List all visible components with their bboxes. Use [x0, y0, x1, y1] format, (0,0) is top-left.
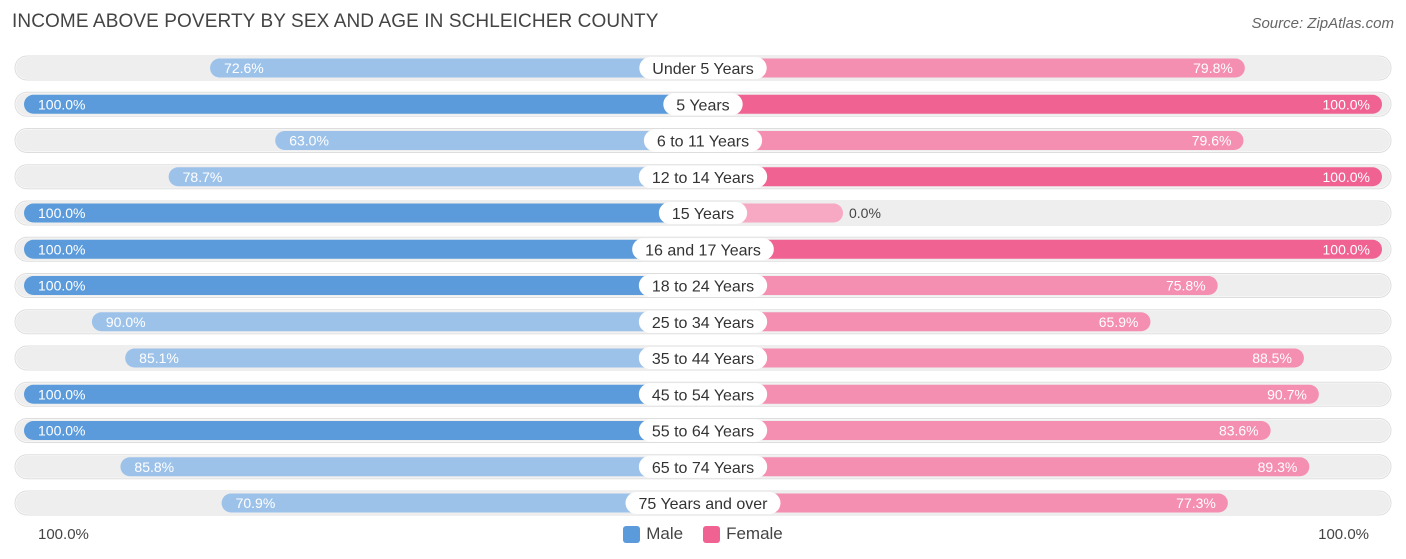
female-bar	[703, 276, 1218, 295]
category-pill	[639, 57, 767, 79]
category-pill	[643, 129, 763, 152]
male-value-label: 100.0%	[38, 423, 85, 439]
category-label: 5 Years	[676, 97, 729, 114]
category-label: 6 to 11 Years	[657, 134, 749, 151]
male-value-label: 70.9%	[236, 495, 276, 511]
female-value-label: 100.0%	[1323, 241, 1370, 257]
female-bar	[703, 457, 1310, 477]
female-value-label: 77.3%	[1176, 495, 1216, 511]
chart-svg: 72.6% 79.8% Under 5 Years 100.0% 100.0% 5 Yea…	[14, 55, 1392, 516]
category-pill	[638, 419, 768, 442]
category-pill	[663, 93, 743, 116]
category-pill	[632, 238, 774, 261]
male-bar	[24, 421, 703, 440]
male-bar	[24, 94, 703, 114]
category-label: 45 to 54 Years	[652, 387, 754, 404]
male-value-label: 100.0%	[38, 96, 85, 112]
male-bar	[24, 276, 703, 295]
category-pill	[638, 165, 768, 188]
male-value-label: 100.0%	[38, 241, 85, 257]
legend-item-female[interactable]: Female	[703, 524, 783, 544]
female-bar	[703, 167, 1382, 187]
female-bar	[703, 421, 1271, 440]
female-value-label: 83.6%	[1219, 423, 1259, 439]
female-value-label: 100.0%	[1323, 169, 1370, 185]
female-bar	[703, 94, 1382, 114]
category-pill	[625, 492, 781, 514]
female-value-label: 90.7%	[1267, 386, 1307, 402]
female-value-label: 100.0%	[1323, 96, 1370, 112]
legend-female-label: Female	[726, 524, 783, 543]
female-bar	[703, 131, 1244, 150]
female-bar	[703, 348, 1304, 368]
female-bar	[703, 312, 1151, 332]
male-value-label: 85.8%	[134, 459, 174, 475]
category-label: 16 and 17 Years	[645, 242, 761, 259]
category-label: 55 to 64 Years	[652, 424, 754, 441]
female-bar	[703, 384, 1319, 404]
legend-male-label: Male	[646, 524, 684, 543]
category-pill	[638, 310, 768, 333]
male-bar	[24, 384, 703, 404]
female-swatch	[703, 525, 721, 543]
category-pill	[638, 383, 768, 406]
female-value-label: 65.9%	[1099, 314, 1139, 330]
chart-title: INCOME ABOVE POVERTY BY SEX AND AGE IN S…	[12, 11, 659, 32]
female-value-label: 79.6%	[1192, 133, 1232, 149]
category-label: 25 to 34 Years	[652, 315, 754, 332]
male-value-label: 90.0%	[106, 314, 146, 330]
male-bar	[91, 312, 703, 332]
male-bar	[125, 348, 703, 368]
male-bar	[120, 457, 704, 477]
female-value-label: 89.3%	[1258, 459, 1298, 475]
category-label: Under 5 Years	[652, 61, 753, 78]
legend: Male Female	[0, 524, 1406, 544]
male-swatch	[623, 525, 641, 543]
male-bar	[24, 203, 703, 223]
category-pill	[638, 274, 768, 297]
male-value-label: 72.6%	[224, 60, 264, 76]
male-value-label: 78.7%	[183, 169, 223, 185]
category-pill	[658, 202, 748, 224]
category-label: 15 Years	[672, 206, 734, 223]
axis-left-label: 100.0%	[38, 526, 89, 543]
category-label: 12 to 14 Years	[652, 170, 754, 187]
category-label: 35 to 44 Years	[652, 351, 754, 368]
male-value-label: 85.1%	[139, 350, 179, 366]
female-bar	[703, 58, 1245, 78]
male-bar	[24, 239, 703, 259]
category-label: 18 to 24 Years	[652, 279, 754, 296]
male-bar	[275, 131, 703, 150]
male-bar	[168, 167, 703, 187]
male-value-label: 100.0%	[38, 278, 85, 294]
female-bar	[703, 493, 1228, 513]
female-value-label: 79.8%	[1193, 60, 1233, 76]
male-value-label: 100.0%	[38, 386, 85, 402]
male-value-label: 100.0%	[38, 205, 85, 221]
category-pill	[638, 455, 768, 478]
male-bar	[210, 58, 703, 78]
category-label: 75 Years and over	[639, 496, 769, 513]
category-pill	[638, 347, 768, 369]
category-label: 65 to 74 Years	[652, 460, 754, 477]
male-bar	[221, 493, 704, 513]
male-value-label: 63.0%	[289, 133, 329, 149]
source-label: Source: ZipAtlas.com	[1251, 15, 1394, 32]
female-value-label: 75.8%	[1166, 278, 1206, 294]
female-value-label: 88.5%	[1252, 350, 1292, 366]
legend-item-male[interactable]: Male	[623, 524, 683, 544]
female-value-label: 0.0%	[849, 205, 881, 221]
female-bar	[703, 239, 1382, 259]
axis-right-label: 100.0%	[1318, 526, 1369, 543]
